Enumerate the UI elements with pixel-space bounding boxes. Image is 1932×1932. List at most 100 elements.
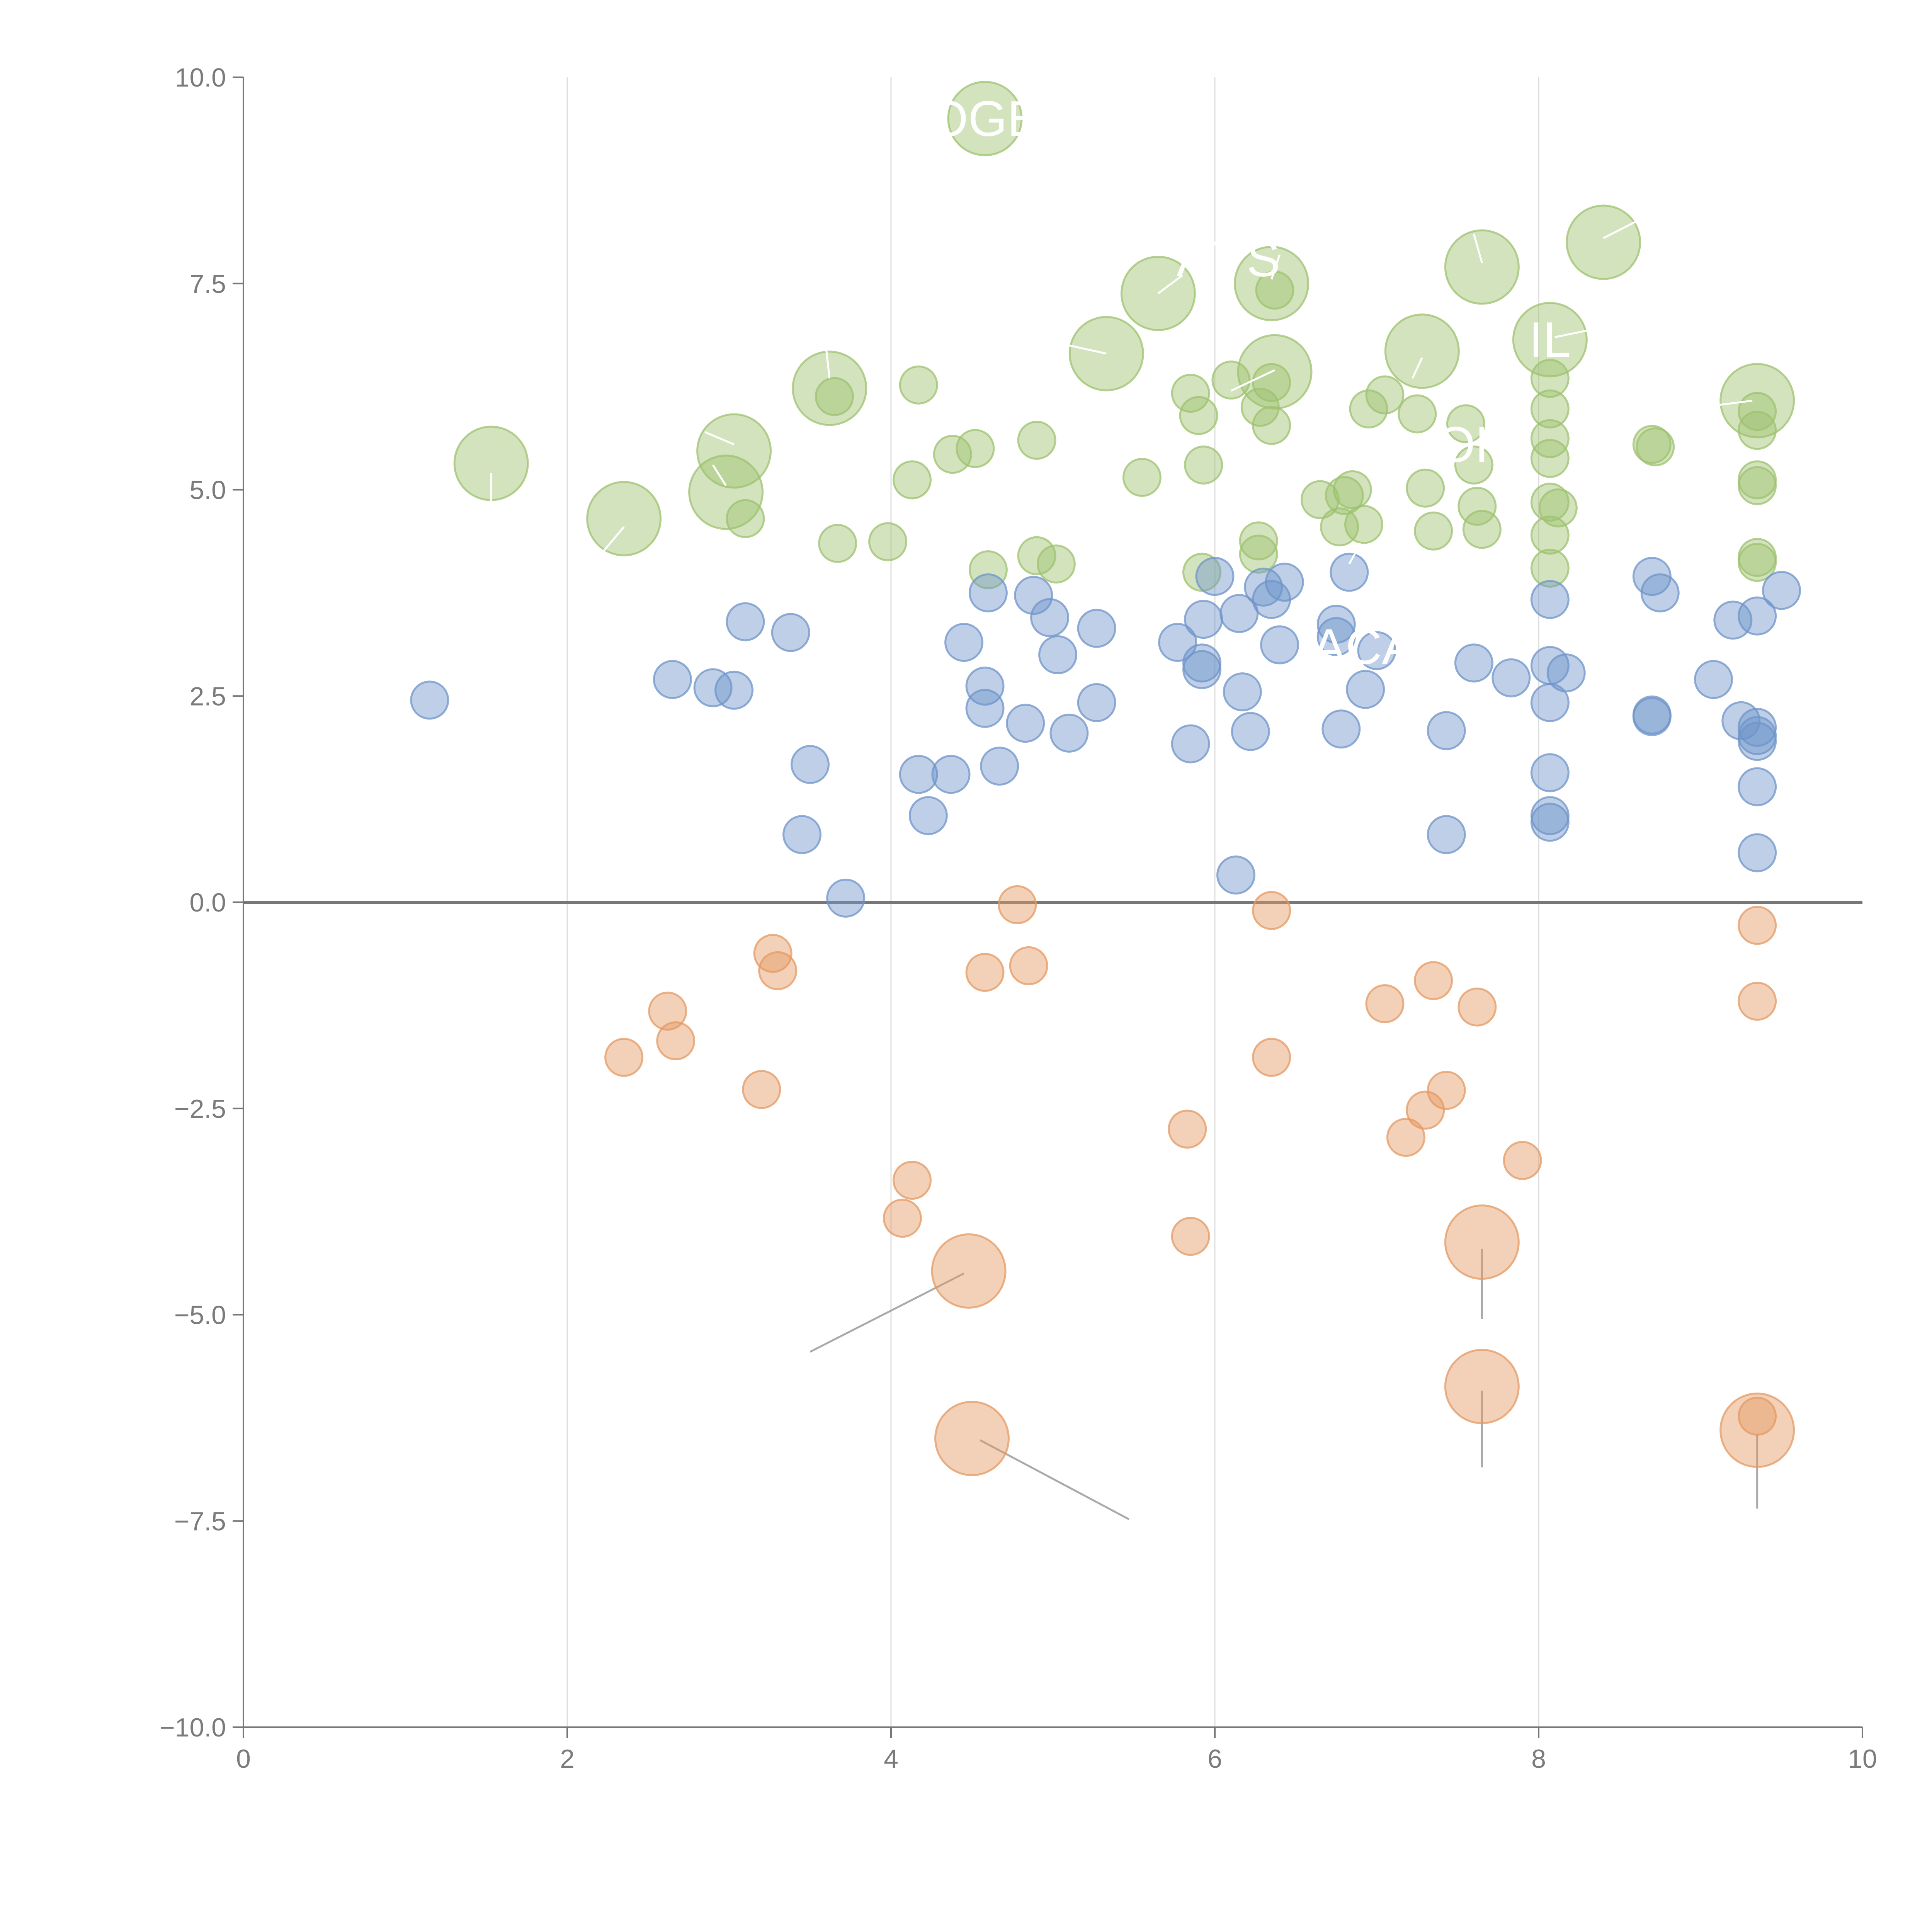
orange-point xyxy=(1252,891,1291,930)
orange-point xyxy=(1503,1141,1542,1180)
green-point xyxy=(792,350,867,426)
label-leader-line xyxy=(1157,274,1183,294)
green-point xyxy=(1738,466,1777,505)
blue-point xyxy=(1454,643,1493,683)
green-point xyxy=(1239,521,1278,561)
orange-point xyxy=(1444,1204,1520,1280)
blue-point xyxy=(1014,576,1053,615)
y-tick-label: 10.0 xyxy=(175,63,226,92)
orange-point xyxy=(1738,981,1777,1021)
blue-point xyxy=(908,796,948,835)
blue-point xyxy=(1260,625,1299,665)
blue-point xyxy=(1738,833,1777,872)
y-tick-label: 0.0 xyxy=(189,888,226,917)
blue-point xyxy=(1632,697,1672,736)
y-tick-label: −7.5 xyxy=(174,1507,226,1536)
orange-point xyxy=(883,1199,922,1238)
green-point xyxy=(1237,334,1313,410)
white-leader-layer xyxy=(490,221,1753,565)
green-point xyxy=(1446,404,1485,444)
green-point xyxy=(1462,510,1502,549)
green-point xyxy=(1530,389,1570,429)
x-tick-label: 10 xyxy=(1848,1744,1877,1774)
blue-point xyxy=(1171,724,1210,764)
blue-point xyxy=(965,667,1005,706)
label-leader-line xyxy=(1473,233,1483,264)
green-point xyxy=(1530,419,1570,458)
blue-point xyxy=(1530,683,1570,722)
green-point xyxy=(1530,439,1570,478)
green-point xyxy=(868,522,908,561)
orange-point xyxy=(1719,1392,1795,1468)
leader-line xyxy=(810,1272,964,1353)
blue-point xyxy=(1038,635,1078,674)
orange-point xyxy=(1738,1396,1777,1436)
y-tick-label: 5.0 xyxy=(189,476,226,505)
green-point xyxy=(1398,394,1437,434)
blue-point xyxy=(714,670,754,710)
blue-point xyxy=(1182,650,1221,689)
x-tick-label: 2 xyxy=(560,1744,575,1774)
green-point xyxy=(1719,363,1795,439)
green-point xyxy=(1349,389,1388,429)
green-point xyxy=(1211,361,1251,400)
green-point xyxy=(1454,445,1493,485)
green-point xyxy=(815,377,854,416)
orange-point xyxy=(1458,987,1497,1027)
green-point xyxy=(1017,536,1056,575)
x-tick-label: 8 xyxy=(1531,1744,1546,1774)
green-point xyxy=(1530,515,1570,555)
y-tick-label: −2.5 xyxy=(174,1094,226,1124)
blue-point xyxy=(980,747,1019,786)
label-leader-line xyxy=(704,431,735,446)
blue-point xyxy=(1321,709,1361,749)
green-point xyxy=(1738,543,1777,582)
orange-point xyxy=(648,992,687,1031)
label-leader-line xyxy=(1700,400,1753,408)
green-point xyxy=(968,550,1008,590)
x-tick-label: 4 xyxy=(884,1744,898,1774)
blue-point xyxy=(965,689,1005,728)
blue-point xyxy=(1546,653,1586,692)
blue-point xyxy=(726,602,765,641)
green-point xyxy=(1406,468,1445,508)
orange-point xyxy=(1168,1109,1207,1149)
label-leader-line xyxy=(1069,344,1107,355)
green-point xyxy=(1239,534,1278,574)
green-point xyxy=(1179,396,1218,435)
green-point xyxy=(1365,375,1405,415)
label-leader-line xyxy=(1554,328,1596,338)
y-tick-label: −10.0 xyxy=(160,1713,226,1742)
green-point xyxy=(1240,388,1280,427)
green-point xyxy=(947,81,1023,156)
green-point xyxy=(933,435,972,474)
green-point xyxy=(1632,425,1672,464)
point-label: OGE xyxy=(929,90,1041,147)
orange-point xyxy=(656,1021,696,1061)
orange-point xyxy=(931,1233,1007,1309)
annotation-layer: OGE AT S IL OH ACA xyxy=(929,90,1571,675)
green-point xyxy=(1325,476,1364,515)
blue-point xyxy=(1219,594,1259,633)
green-point xyxy=(1512,302,1588,378)
blue-point xyxy=(1530,580,1570,619)
green-point xyxy=(1320,507,1359,547)
blue-point xyxy=(1738,596,1777,636)
orange-point xyxy=(742,1070,781,1109)
blue-point xyxy=(1762,571,1801,610)
blue-point xyxy=(791,745,830,784)
orange-point xyxy=(1365,984,1405,1024)
green-point xyxy=(1444,229,1520,305)
orange-point xyxy=(934,1401,1010,1476)
blue-point xyxy=(410,680,449,720)
blue-point xyxy=(1738,722,1777,761)
blue-point xyxy=(1030,598,1070,637)
green-point xyxy=(1414,511,1453,551)
y-tick-label: −5.0 xyxy=(174,1301,226,1330)
blue-point xyxy=(1738,707,1777,747)
green-point xyxy=(1171,374,1210,413)
label-leader-line xyxy=(1603,221,1636,239)
blue-point xyxy=(1492,658,1531,697)
blue-point xyxy=(1316,605,1356,644)
